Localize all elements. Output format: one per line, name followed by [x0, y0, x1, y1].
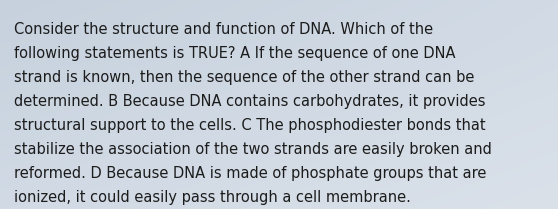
Text: strand is known, then the sequence of the other strand can be: strand is known, then the sequence of th… — [14, 70, 474, 85]
Text: ionized, it could easily pass through a cell membrane.: ionized, it could easily pass through a … — [14, 190, 411, 205]
Text: determined. B Because DNA contains carbohydrates, it provides: determined. B Because DNA contains carbo… — [14, 94, 485, 109]
Text: reformed. D Because DNA is made of phosphate groups that are: reformed. D Because DNA is made of phosp… — [14, 166, 487, 181]
Text: stabilize the association of the two strands are easily broken and: stabilize the association of the two str… — [14, 142, 492, 157]
Text: following statements is TRUE? A If the sequence of one DNA: following statements is TRUE? A If the s… — [14, 46, 455, 61]
Text: structural support to the cells. C The phosphodiester bonds that: structural support to the cells. C The p… — [14, 118, 485, 133]
Text: Consider the structure and function of DNA. Which of the: Consider the structure and function of D… — [14, 22, 433, 37]
